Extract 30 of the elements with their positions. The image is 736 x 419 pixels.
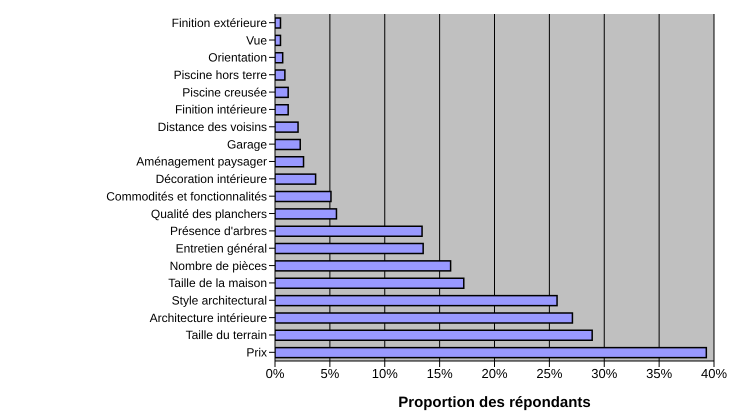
x-tick-label: 30% [591,366,618,382]
y-tick-label: Piscine creusée [182,85,268,100]
y-tick-label: Style architectural [172,294,267,308]
x-tick-label: 25% [536,366,563,382]
y-tick-label: Présence d'arbres [170,224,267,238]
x-axis-title: Proportion des répondants [398,394,591,411]
x-tick-label: 5% [320,366,340,382]
y-tick-label: Garage [226,137,268,152]
y-tick-label: Architecture intérieure [150,310,268,325]
y-tick-label: Commodités et fonctionnalités [106,189,267,204]
x-tick-label: 0% [266,366,285,382]
y-tick-label: Finition intérieure [174,102,268,117]
y-tick-label: Taille du terrain [186,328,267,342]
y-tick-label: Finition extérieure [172,16,268,30]
x-tick-label: 10% [372,366,398,382]
y-tick-label: Qualité des planchers [150,206,267,221]
y-tick-label: Taille de la maison [168,276,267,290]
y-tick-label: Distance des voisins [158,120,267,134]
y-tick-label: Piscine hors terre [174,68,268,82]
y-tick-label: Entretien général [176,241,267,256]
y-tick-label: Aménagement paysager [136,154,267,169]
y-tick-label: Orientation [208,50,267,65]
y-tick-label: Prix [246,346,267,360]
y-tick-label: Décoration intérieure [156,172,268,186]
y-tick-label: Nombre de pièces [170,258,267,273]
x-tick-label: 20% [481,366,508,382]
x-tick-label: 15% [426,366,454,382]
x-tick-label: 40% [700,366,728,382]
y-tick-label: Vue [246,33,268,48]
x-tick-label: 35% [646,366,673,382]
